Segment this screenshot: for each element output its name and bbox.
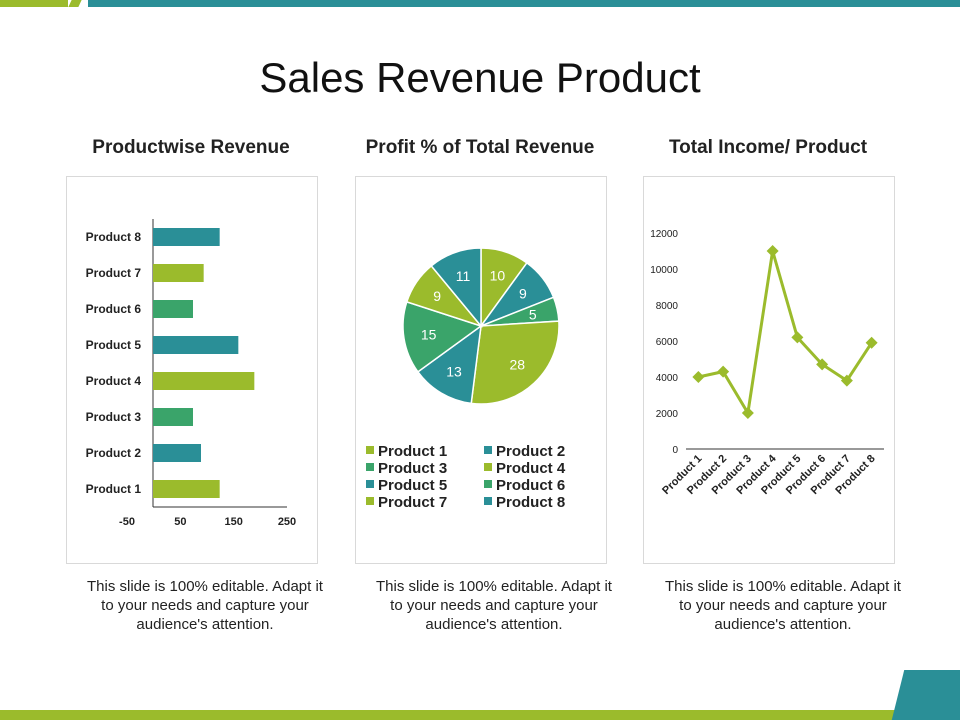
line-y-tick-label: 6000 bbox=[656, 337, 679, 348]
pie-data-label: 13 bbox=[446, 364, 462, 380]
legend-swatch bbox=[366, 480, 374, 488]
bar-x-tick-label: 50 bbox=[174, 516, 186, 528]
line-marker-2 bbox=[717, 365, 730, 378]
bar-category-label: Product 8 bbox=[86, 230, 142, 244]
line-marker-7 bbox=[840, 374, 853, 387]
pie-legend-item: Product 5 bbox=[366, 477, 447, 494]
bar-chart: Product 1 Product 2 Product 3 Product 4 Prod… bbox=[86, 219, 296, 528]
legend-swatch bbox=[484, 446, 492, 454]
bottom-green-stripe bbox=[0, 710, 960, 720]
line-y-tick-label: 0 bbox=[672, 445, 678, 456]
pie-slice-5 bbox=[416, 324, 482, 405]
line-y-tick-label: 2000 bbox=[656, 409, 679, 420]
pie-legend-label: Product 4 bbox=[496, 460, 566, 477]
legend-swatch bbox=[366, 497, 374, 505]
bar-2 bbox=[153, 444, 201, 462]
line-marker-4 bbox=[766, 245, 779, 257]
bar-1 bbox=[153, 480, 220, 498]
pie-data-label: 9 bbox=[433, 288, 441, 304]
pie-slice-8 bbox=[430, 247, 482, 329]
page-title: Sales Revenue Product bbox=[259, 54, 701, 102]
top-slash-stripe bbox=[68, 0, 82, 7]
bar-category-label: Product 4 bbox=[86, 374, 142, 388]
legend-swatch bbox=[366, 463, 374, 471]
bar-3 bbox=[153, 408, 193, 426]
bar-category-label: Product 3 bbox=[86, 410, 142, 424]
pie-legend-label: Product 6 bbox=[496, 477, 566, 494]
pie-data-label: 9 bbox=[519, 285, 527, 301]
line-marker-3 bbox=[741, 407, 754, 419]
pie-data-label: 11 bbox=[456, 268, 471, 284]
pie-legend-item: Product 3 bbox=[366, 460, 447, 477]
bar-category-label: Product 2 bbox=[86, 446, 142, 460]
bar-category-label: Product 6 bbox=[86, 302, 142, 316]
bar-6 bbox=[153, 300, 193, 318]
line-panel-caption: This slide is 100% editable. Adapt it to… bbox=[665, 578, 901, 633]
legend-swatch bbox=[484, 480, 492, 488]
pie-legend-label: Product 8 bbox=[496, 494, 566, 511]
pie-data-label: 15 bbox=[421, 326, 437, 342]
line-y-tick-label: 10000 bbox=[650, 265, 678, 276]
bar-category-label: Product 7 bbox=[86, 266, 142, 280]
pie-data-label: 5 bbox=[529, 306, 537, 322]
pie-data-label: 10 bbox=[490, 268, 506, 284]
pie-legend-item: Product 1 bbox=[366, 443, 447, 460]
pie-legend-item: Product 2 bbox=[484, 443, 565, 460]
pie-legend-label: Product 5 bbox=[378, 477, 448, 494]
top-green-stripe bbox=[0, 0, 68, 7]
legend-swatch bbox=[484, 463, 492, 471]
bar-x-tick-label: 250 bbox=[278, 516, 296, 528]
pie-legend-item: Product 8 bbox=[484, 494, 565, 511]
line-marker-5 bbox=[791, 331, 804, 344]
pie-data-label: 28 bbox=[510, 357, 526, 373]
line-panel-title: Total Income/ Product bbox=[668, 137, 868, 158]
line-series bbox=[698, 250, 873, 418]
bar-category-label: Product 5 bbox=[86, 338, 142, 352]
line-chart-panel: 0 2000 4000 6000 8000 10000 12000 Product 1 Prod… bbox=[643, 176, 895, 564]
line-y-tick-label: 12000 bbox=[650, 229, 678, 240]
line-y-tick-label: 8000 bbox=[656, 301, 679, 312]
pie-legend-label: Product 7 bbox=[378, 494, 448, 511]
bar-5 bbox=[153, 336, 239, 354]
pie-panel-caption: This slide is 100% editable. Adapt it to… bbox=[376, 578, 612, 633]
bar-panel-title: Productwise Revenue bbox=[92, 137, 290, 158]
bar-chart-panel: Product 1 Product 2 Product 3 Product 4 Prod… bbox=[66, 176, 318, 564]
pie-legend-item: Product 6 bbox=[484, 477, 565, 494]
pie-panel-title: Profit % of Total Revenue bbox=[365, 137, 595, 158]
bar-4 bbox=[153, 372, 255, 390]
pie-legend-item: Product 7 bbox=[366, 494, 447, 511]
pie-legend-label: Product 2 bbox=[496, 443, 566, 460]
bar-7 bbox=[153, 264, 204, 282]
pie-legend-label: Product 3 bbox=[378, 460, 448, 477]
bar-x-tick-label: 150 bbox=[224, 516, 242, 528]
pie-chart-panel: 10 9 5 28 13 15 9 11 Product 1 Product 2 Product … bbox=[355, 176, 607, 564]
pie-legend-item: Product 4 bbox=[484, 460, 565, 477]
line-marker-1 bbox=[692, 371, 705, 383]
line-y-tick-label: 4000 bbox=[656, 373, 679, 384]
bar-x-tick-label: -50 bbox=[119, 516, 135, 528]
legend-swatch bbox=[484, 497, 492, 505]
pie-legend-label: Product 1 bbox=[378, 443, 448, 460]
pie-slice-4 bbox=[470, 320, 560, 405]
line-marker-6 bbox=[816, 358, 829, 371]
pie-slice-6 bbox=[402, 300, 483, 373]
line-marker-8 bbox=[865, 336, 878, 349]
bar-category-label: Product 1 bbox=[86, 482, 142, 496]
top-teal-stripe bbox=[88, 0, 960, 7]
bar-panel-caption: This slide is 100% editable. Adapt it to… bbox=[87, 578, 323, 633]
bar-8 bbox=[153, 228, 220, 246]
bottom-teal-block bbox=[891, 670, 960, 720]
legend-swatch bbox=[366, 446, 374, 454]
